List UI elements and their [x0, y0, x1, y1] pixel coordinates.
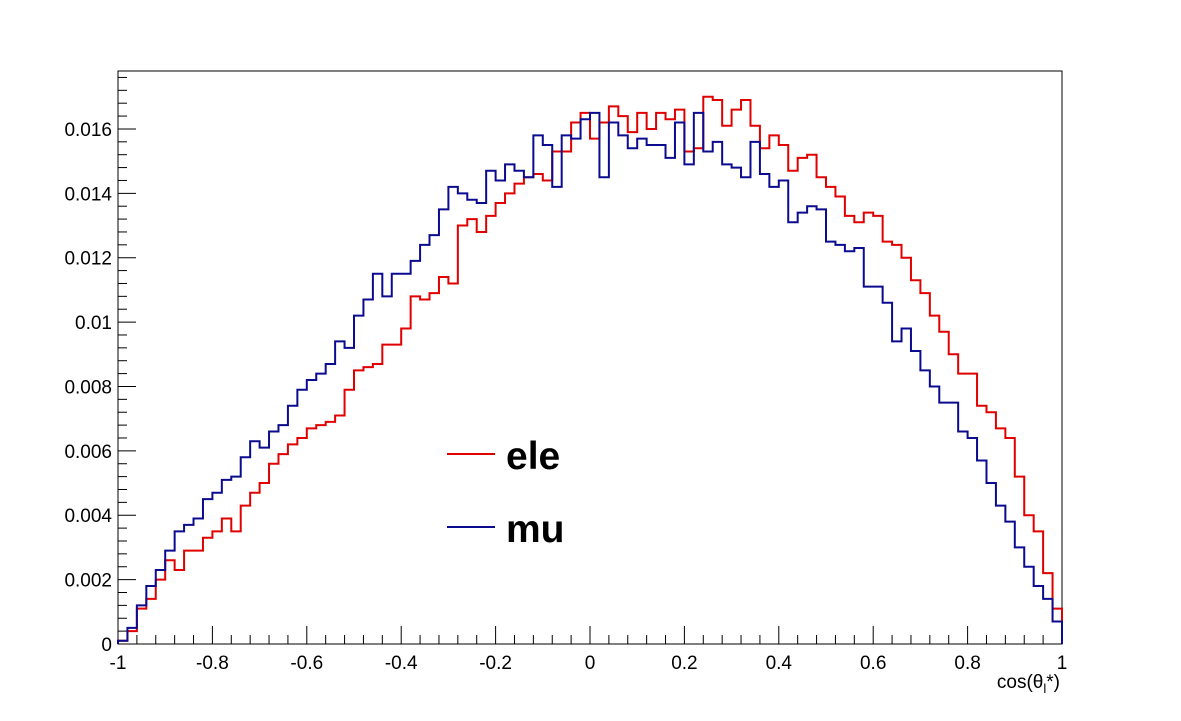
- axis-ticks: -1 -0.8 -0.6 -0.4 -0.2 0 0.2 0.4 0.6 0.8 1 0 0.002 0.…: [64, 76, 1068, 674]
- y-tick-label: 0.016: [64, 120, 112, 141]
- y-tick-label: 0.008: [64, 377, 112, 398]
- x-axis-title: cos(θl*): [997, 672, 1060, 696]
- x-tick-label: 1: [1057, 653, 1068, 674]
- x-axis-title-main: cos(θ: [997, 672, 1043, 693]
- series-ele: [117, 95, 1063, 644]
- x-tick-label: -0.4: [385, 653, 418, 674]
- x-tick-label: 0.8: [954, 653, 980, 674]
- x-tick-label: 0.6: [860, 653, 886, 674]
- x-axis-title-sub: l: [1043, 681, 1046, 696]
- x-tick-label: -1: [110, 653, 127, 674]
- x-tick-label: -0.2: [479, 653, 512, 674]
- x-tick-label: 0.4: [766, 653, 793, 674]
- x-tick-label: 0: [585, 653, 596, 674]
- y-tick-label: 0.002: [64, 571, 112, 592]
- y-tick-label: 0.014: [64, 184, 112, 205]
- series-layer: [117, 95, 1063, 644]
- y-tick-label: 0: [101, 635, 112, 656]
- y-tick-label: 0.006: [64, 442, 112, 463]
- y-tick-label: 0.004: [64, 506, 112, 527]
- y-tick-label: 0.012: [64, 249, 112, 270]
- legend: ele mu: [447, 435, 565, 551]
- legend-label-ele: ele: [506, 435, 560, 478]
- series-mu: [117, 111, 1063, 644]
- legend-label-mu: mu: [506, 508, 565, 551]
- y-tick-label: 0.01: [75, 313, 112, 334]
- x-tick-label: -0.8: [196, 653, 229, 674]
- x-axis-title-end: *): [1046, 672, 1060, 693]
- x-tick-label: 0.2: [671, 653, 697, 674]
- x-tick-label: -0.6: [290, 653, 323, 674]
